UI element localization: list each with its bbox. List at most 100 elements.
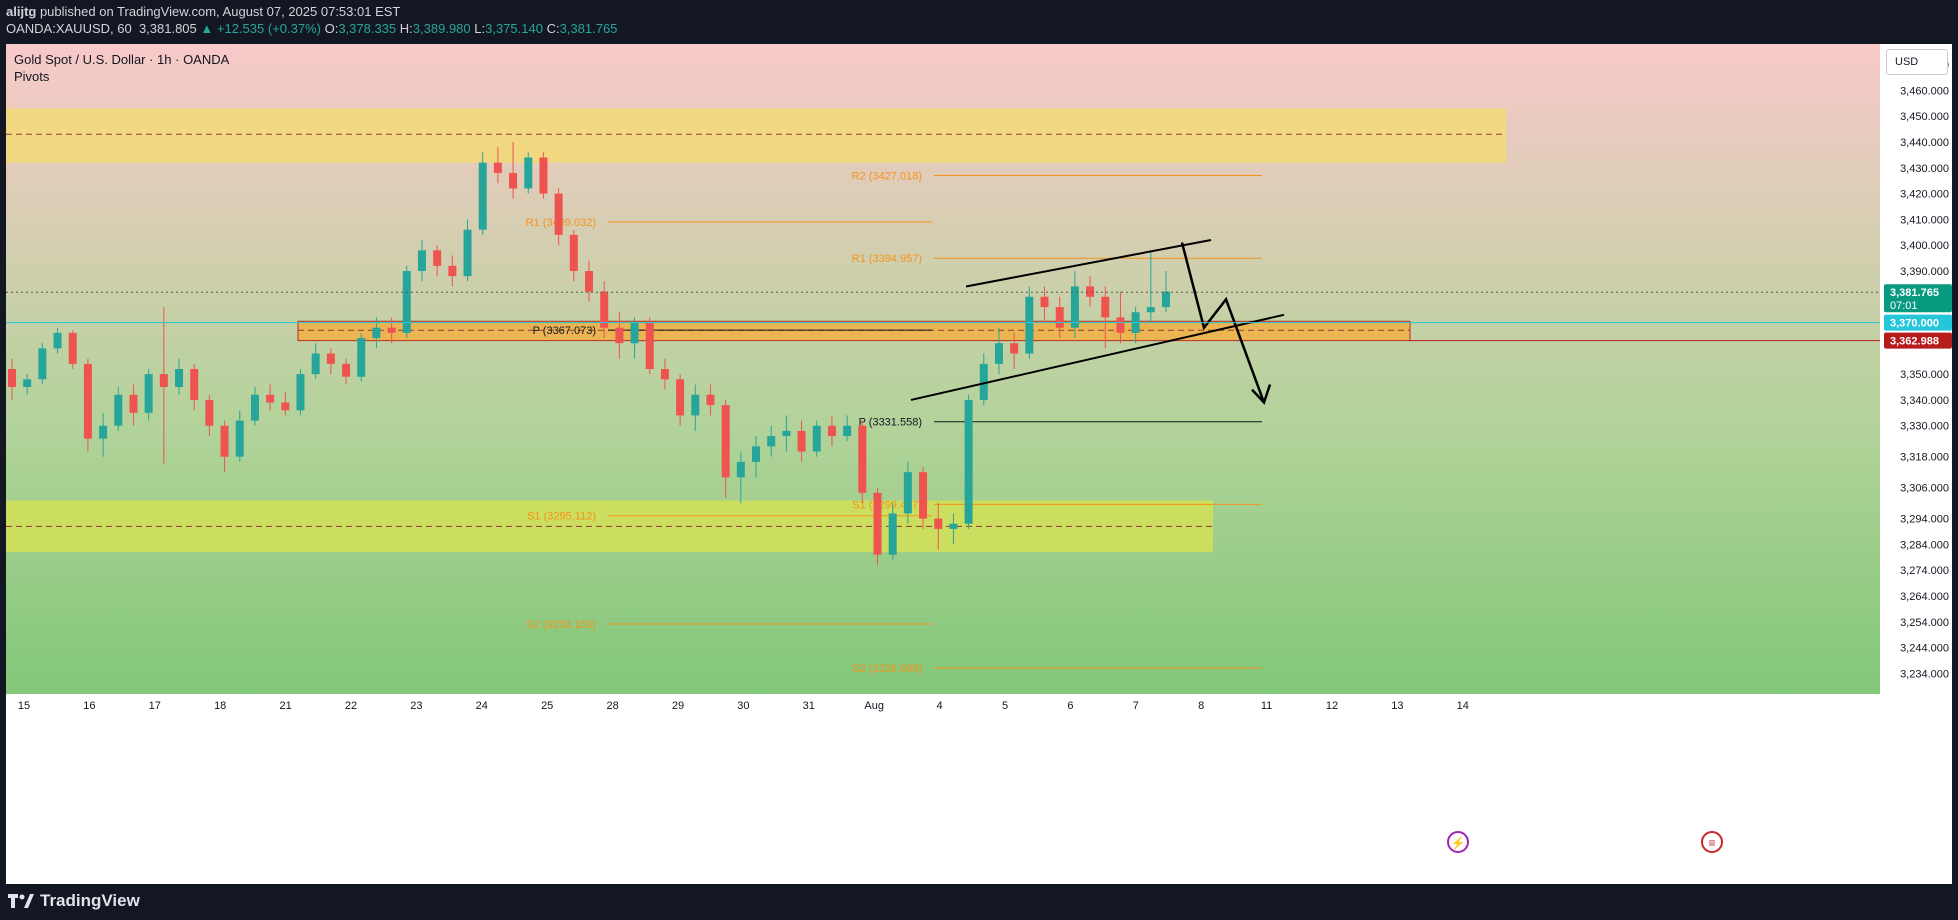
price-tick-label: 3,410.000 [1900, 214, 1949, 226]
price-chart[interactable]: R2 (3480.993)R1 (3409.032)P (3367.073)S1… [6, 44, 1952, 884]
price-tick-label: 3,284.000 [1900, 539, 1949, 551]
symbol-label: OANDA:XAUUSD, 60 [6, 21, 132, 36]
time-axis-background [6, 694, 1880, 714]
time-tick-label: 16 [83, 700, 95, 712]
candle-body [326, 353, 335, 364]
pivot-label: P (3367.073) [533, 325, 596, 337]
candle-body [205, 399, 214, 426]
candle-body [1086, 286, 1095, 297]
tradingview-logo[interactable]: TradingView [8, 891, 140, 911]
time-tick-label: 5 [1002, 700, 1008, 712]
candle-body [630, 322, 639, 344]
channel-upper-line [965, 239, 1212, 288]
us-flag-event-icon[interactable] [1701, 831, 1723, 853]
footer-bar [0, 884, 1958, 920]
price-tick-label: 3,264.000 [1900, 591, 1949, 603]
candle-body [994, 343, 1003, 364]
price-axis[interactable]: 3,470.0003,460.0003,450.0003,440.0003,43… [1884, 60, 1952, 681]
flag-glyph-icon: ≡ [1708, 836, 1715, 850]
time-tick-label: 13 [1391, 700, 1403, 712]
candle-body [190, 369, 199, 400]
candle-body [235, 420, 244, 457]
price-tick-label: 3,430.000 [1900, 163, 1949, 175]
ohlc-line: OANDA:XAUUSD, 60 3,381.805 ▲ +12.535 (+0… [6, 21, 617, 36]
candle-body [888, 513, 897, 555]
open-label: O: [324, 21, 339, 36]
candle-body [68, 332, 77, 364]
time-tick-label: 24 [476, 700, 488, 712]
candle-body [23, 379, 32, 388]
candle-body [539, 157, 548, 194]
close-label: C: [546, 21, 560, 36]
price-label-text: 3,362.988 [1890, 336, 1939, 348]
pivot-label: R1 (3394.957) [852, 253, 922, 265]
candle-body [752, 446, 761, 462]
time-tick-label: 23 [410, 700, 422, 712]
publisher-name[interactable]: alijtg [6, 4, 37, 19]
time-tick-label: 21 [279, 700, 291, 712]
candle-body [797, 430, 806, 452]
price-tick-label: 3,294.000 [1900, 514, 1949, 526]
candle-body [463, 229, 472, 277]
candle-body [1116, 317, 1125, 333]
price-label-badge [1884, 284, 1952, 313]
candle-body [691, 394, 700, 416]
candle-body [159, 374, 168, 388]
candle-body [873, 492, 882, 555]
time-tick-label: 25 [541, 700, 553, 712]
price-countdown: 07:01 [1890, 300, 1918, 312]
candle-body [357, 338, 366, 377]
time-tick-label: 18 [214, 700, 226, 712]
candle-body [1101, 296, 1110, 318]
candle-body [433, 250, 442, 266]
time-tick-label: 12 [1326, 700, 1338, 712]
candle-body [524, 157, 533, 189]
candle-body [281, 402, 290, 411]
last-price: 3,381.805 [138, 21, 197, 36]
price-tick-label: 3,330.000 [1900, 421, 1949, 433]
candle-body [99, 425, 108, 439]
candle-body [706, 394, 715, 406]
candle-body [53, 332, 62, 349]
currency-button[interactable]: USD [1886, 49, 1948, 75]
candle-body [1025, 296, 1034, 354]
price-tick-label: 3,390.000 [1900, 266, 1949, 278]
price-tick-label: 3,340.000 [1900, 395, 1949, 407]
earnings-flash-icon[interactable] [1447, 831, 1469, 853]
candle-body [1070, 286, 1079, 328]
candle-body [129, 394, 138, 413]
price-tick-label: 3,254.000 [1900, 617, 1949, 629]
price-tick-label: 3,440.000 [1900, 137, 1949, 149]
candle-body [645, 322, 654, 369]
candle-body [660, 369, 669, 380]
candle-body [493, 162, 502, 173]
candle-body [311, 353, 320, 375]
price-tick-label: 3,400.000 [1900, 240, 1949, 252]
candle-body [934, 518, 943, 529]
zones-layer [6, 108, 1506, 553]
candle-body [858, 425, 867, 493]
candle-body [266, 394, 275, 403]
candle-body [676, 379, 685, 416]
pivot-label: R2 (3427.018) [852, 171, 922, 183]
time-tick-label: 8 [1198, 700, 1204, 712]
time-tick-label: 31 [803, 700, 815, 712]
low-value: 3,375.140 [485, 21, 543, 36]
candle-body [812, 425, 821, 452]
candle-body [296, 374, 305, 411]
candle-body [342, 363, 351, 377]
candle-body [1040, 296, 1049, 308]
time-axis[interactable]: 15 16 17 18 21 22 23 24 25 28 29 30 31 Aug 4 5 6 7 8 11 12 13… [6, 694, 1952, 884]
pivot-label: S2 (3253.153) [526, 619, 596, 631]
indicator-name[interactable]: Pivots [14, 69, 50, 84]
price-label-text: 3,381.765 [1890, 287, 1939, 299]
candle-body [417, 250, 426, 271]
resistance-zone [6, 108, 1506, 163]
price-tick-label: 3,420.000 [1900, 189, 1949, 201]
pivot-label: P (3331.558) [859, 417, 922, 429]
time-tick-label: 30 [737, 700, 749, 712]
candle-body [903, 472, 912, 514]
candle-body [736, 461, 745, 478]
projection-arrowhead-icon [1251, 384, 1272, 405]
candle-body [387, 327, 396, 333]
